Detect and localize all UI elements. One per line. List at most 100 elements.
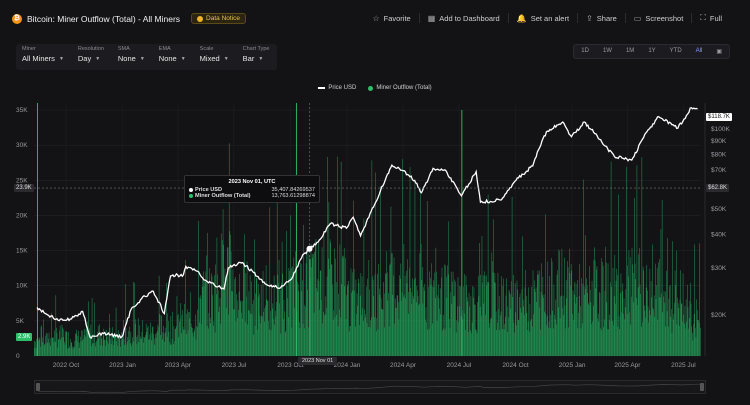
- range-1y[interactable]: 1Y: [648, 48, 656, 54]
- outflow-bar: [454, 279, 455, 356]
- outflow-bar: [239, 273, 240, 356]
- outflow-bar: [692, 332, 693, 356]
- outflow-bar: [256, 278, 258, 356]
- outflow-bar: [576, 297, 577, 356]
- outflow-bar: [288, 268, 290, 356]
- ema-select[interactable]: EMA None ▼: [153, 44, 194, 70]
- add-to-dashboard-button[interactable]: ▦ Add to Dashboard: [418, 13, 508, 23]
- favorite-label: Favorite: [383, 13, 411, 23]
- outflow-bar: [652, 308, 654, 356]
- outflow-bar: [101, 337, 102, 356]
- outflow-bar: [449, 327, 451, 356]
- outflow-bar: [511, 196, 513, 356]
- outflow-bar: [43, 345, 45, 356]
- dashboard-icon: ▦: [427, 13, 436, 23]
- outflow-bar: [237, 317, 239, 356]
- chart-type-select[interactable]: Chart Type Bar ▼: [237, 44, 278, 70]
- outflow-bar: [545, 313, 547, 356]
- miner-select[interactable]: Miner All Miners ▼: [16, 44, 72, 70]
- range-ytd[interactable]: YTD: [669, 48, 682, 54]
- outflow-bar: [674, 270, 676, 356]
- range-all[interactable]: All: [695, 48, 703, 54]
- resolution-select[interactable]: Resolution Day ▼: [72, 44, 112, 70]
- outflow-bar: [380, 186, 381, 356]
- outflow-bar: [542, 276, 544, 356]
- outflow-bar: [64, 341, 65, 356]
- outflow-bar: [415, 277, 416, 356]
- outflow-bar: [656, 285, 657, 356]
- outflow-bar: [208, 328, 209, 356]
- outflow-bar: [49, 345, 51, 356]
- scale-select[interactable]: Scale Mixed ▼: [194, 44, 237, 70]
- outflow-bar: [283, 319, 284, 356]
- outflow-bar: [661, 199, 663, 356]
- favorite-button[interactable]: ☆ Favorite: [364, 13, 418, 23]
- outflow-bar: [129, 343, 131, 356]
- range-1m[interactable]: 1M: [625, 48, 635, 54]
- range-navigator[interactable]: [34, 380, 706, 394]
- legend-outflow[interactable]: Miner Outflow (Total): [368, 85, 432, 91]
- outflow-bar: [430, 278, 431, 356]
- outflow-bar: [463, 313, 465, 356]
- outflow-bar: [109, 327, 111, 356]
- outflow-bar: [351, 290, 353, 356]
- outflow-bar: [634, 197, 635, 356]
- outflow-bar: [351, 292, 352, 356]
- outflow-bar: [568, 327, 569, 356]
- x-hover-label: 2023 Nov 01: [298, 357, 338, 365]
- outflow-bar: [264, 308, 266, 356]
- outflow-bar: [435, 247, 437, 356]
- outflow-bar: [609, 320, 611, 356]
- header-bar: ₿ Bitcoin: Miner Outflow (Total) - All M…: [0, 8, 750, 34]
- outflow-bar: [658, 297, 660, 356]
- outflow-bar: [408, 292, 410, 356]
- legend-price[interactable]: Price USD: [318, 85, 356, 91]
- outflow-bar: [671, 332, 673, 356]
- x-tick-label: 2025 Apr: [614, 362, 641, 369]
- calendar-icon[interactable]: ▣: [716, 49, 722, 55]
- navigator-left-handle[interactable]: [36, 383, 40, 391]
- outflow-bar: [530, 319, 532, 356]
- scale-label: Scale: [199, 46, 214, 52]
- outflow-bar: [117, 336, 118, 356]
- range-1d[interactable]: 1D: [581, 48, 589, 54]
- outflow-bar: [113, 345, 114, 356]
- outflow-bar: [306, 250, 307, 356]
- legend-outflow-label: Miner Outflow (Total): [376, 85, 432, 91]
- chart-area[interactable]: 35K 30K 25K 20K 15K 10K 5K 0 $100K $90K $80K $70K $…: [0, 80, 750, 375]
- outflow-bar: [234, 279, 236, 356]
- outflow-bar: [284, 311, 285, 356]
- outflow-bar: [612, 268, 614, 356]
- outflow-bar: [425, 307, 427, 356]
- outflow-bar: [473, 287, 475, 356]
- range-1w[interactable]: 1W: [602, 48, 612, 54]
- outflow-bar: [414, 180, 416, 356]
- outflow-bar: [180, 333, 182, 356]
- outflow-bar: [263, 311, 264, 356]
- fullscreen-button[interactable]: ⛶ Full: [691, 13, 730, 23]
- outflow-bar: [45, 335, 46, 356]
- outflow-bar: [532, 270, 534, 356]
- outflow-bar: [404, 294, 405, 356]
- outflow-bar: [649, 268, 651, 356]
- outflow-bar: [88, 301, 89, 356]
- outflow-bar: [500, 311, 502, 356]
- outflow-bar: [575, 303, 576, 356]
- outflow-bar: [502, 286, 504, 356]
- outflow-bar: [236, 300, 238, 356]
- share-button[interactable]: ⇪ Share: [577, 13, 625, 23]
- screenshot-button[interactable]: ▭ Screenshot: [624, 13, 692, 23]
- outflow-bar: [214, 332, 216, 356]
- data-notice-badge[interactable]: Data Notice: [191, 13, 247, 24]
- navigator-right-handle[interactable]: [700, 383, 704, 391]
- outflow-bar: [185, 259, 186, 356]
- outflow-bar: [380, 298, 382, 356]
- sma-select[interactable]: SMA None ▼: [112, 44, 153, 70]
- set-alert-button[interactable]: 🔔 Set an alert: [507, 13, 577, 23]
- outflow-bar: [205, 271, 207, 356]
- outflow-bar: [76, 329, 77, 356]
- outflow-bar: [659, 259, 660, 356]
- outflow-bar: [562, 308, 563, 356]
- x-tick-label: 2023 Oct: [277, 362, 304, 369]
- outflow-bar: [268, 321, 269, 356]
